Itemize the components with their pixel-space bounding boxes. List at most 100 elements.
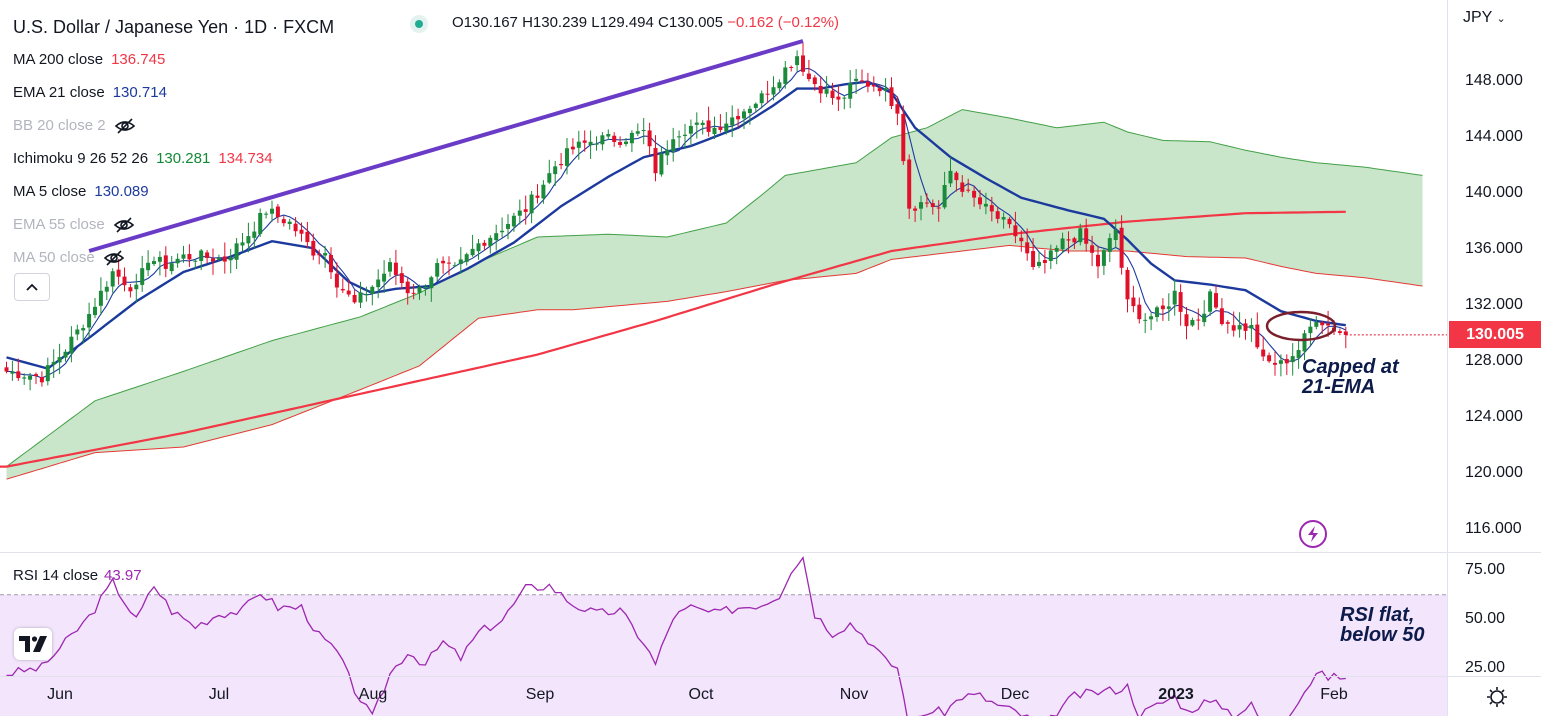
candle [1084, 218, 1089, 252]
candle [1107, 233, 1112, 263]
candle-body [134, 284, 139, 290]
candle [1025, 228, 1030, 261]
candle-body [635, 131, 640, 134]
candle [39, 371, 44, 387]
candle-body [671, 139, 676, 152]
candle [435, 258, 440, 282]
candle-body [45, 365, 50, 382]
candle [983, 192, 988, 215]
candle [606, 129, 611, 141]
candle-body [854, 78, 859, 81]
candle-body [299, 229, 304, 234]
price-tick: 120.000 [1465, 464, 1523, 481]
candle-body [777, 82, 782, 89]
eye-off-icon[interactable] [103, 249, 125, 266]
candle [146, 250, 151, 276]
candle [1202, 300, 1207, 327]
legend-row-ichimoku[interactable]: Ichimoku 9 26 52 26 130.281 134.734 [13, 142, 334, 175]
legend-row-ma5[interactable]: MA 5 close 130.089 [13, 175, 334, 208]
collapse-legend-button[interactable] [14, 273, 50, 301]
candle [116, 258, 121, 285]
candle-body [122, 276, 127, 286]
candle-body [600, 135, 605, 145]
candle [647, 122, 652, 156]
candle [582, 130, 587, 152]
legend-value: 136.745 [111, 50, 166, 68]
candle-body [98, 290, 103, 306]
candle-body [1096, 254, 1100, 267]
candle [34, 372, 38, 385]
candle-body [706, 120, 711, 132]
candle-body [1025, 242, 1030, 254]
candlesticks[interactable] [4, 43, 1348, 391]
candle-body [954, 172, 959, 181]
candle [488, 235, 493, 254]
legend-row-ema55[interactable]: EMA 55 close [13, 208, 334, 241]
candle [576, 130, 581, 160]
candle-body [1343, 331, 1348, 335]
candle-body [529, 194, 534, 214]
candle-body [311, 240, 316, 256]
candle-body [588, 141, 593, 146]
tradingview-logo[interactable] [14, 628, 52, 660]
candle [1113, 219, 1118, 248]
candle-body [677, 136, 682, 138]
candle-body [848, 83, 853, 99]
eye-off-icon[interactable] [114, 117, 136, 134]
candle-body [429, 277, 434, 289]
candle-body [1255, 324, 1260, 348]
candle-body [146, 262, 151, 271]
candle [1160, 298, 1165, 321]
candle-body [523, 209, 528, 212]
symbol-title[interactable]: U.S. Dollar / Japanese Yen · 1D · FXCM [13, 16, 335, 37]
candle-body [812, 77, 817, 85]
candle [1007, 217, 1012, 229]
candle-body [913, 208, 918, 211]
candle [1037, 251, 1041, 269]
cloud-bullish [6, 109, 1423, 480]
currency-selector[interactable]: JPY ⌄ [1463, 9, 1506, 27]
rsi-legend[interactable]: RSI 14 close 43.97 [13, 567, 142, 584]
candle-body [205, 252, 210, 258]
legend-row-bb20[interactable]: BB 20 close 2 [13, 109, 334, 142]
candle-body [376, 279, 381, 288]
candle-body [659, 153, 664, 175]
candle [783, 61, 788, 89]
candle-body [624, 141, 628, 145]
candle [1214, 285, 1218, 310]
candle-body [1219, 308, 1224, 325]
legend-value-2: 134.734 [218, 149, 273, 167]
legend-row-ema21[interactable]: EMA 21 close 130.714 [13, 76, 334, 109]
candle-body [901, 114, 906, 162]
candle-body [1101, 250, 1106, 266]
candle-body [942, 184, 947, 208]
candle-body [1125, 269, 1130, 300]
candle [972, 185, 977, 207]
legend-row-ma50[interactable]: MA 50 close [13, 241, 334, 274]
candle-body [830, 90, 835, 99]
candle [677, 130, 682, 148]
eye-off-icon[interactable] [113, 216, 135, 233]
candle [771, 76, 776, 101]
candle-body [1155, 307, 1159, 318]
legend-row-ma200[interactable]: MA 200 close 136.745 [13, 43, 334, 76]
candle [45, 357, 50, 386]
candle-body [69, 336, 74, 354]
candle-body [535, 195, 540, 198]
candle [907, 154, 912, 219]
candle-body [582, 140, 587, 143]
candle [199, 249, 204, 271]
rsi-tick: 25.00 [1465, 659, 1506, 676]
candle [1042, 250, 1047, 274]
candle-body [181, 254, 186, 259]
candle [635, 123, 640, 137]
price-tick: 124.000 [1465, 408, 1523, 425]
candle-body [358, 292, 363, 303]
low-value: L129.494 [591, 14, 654, 31]
candle [500, 217, 505, 238]
candle-body [1037, 261, 1041, 266]
candle [547, 159, 552, 185]
candle [700, 120, 705, 135]
candle-body [930, 203, 935, 208]
